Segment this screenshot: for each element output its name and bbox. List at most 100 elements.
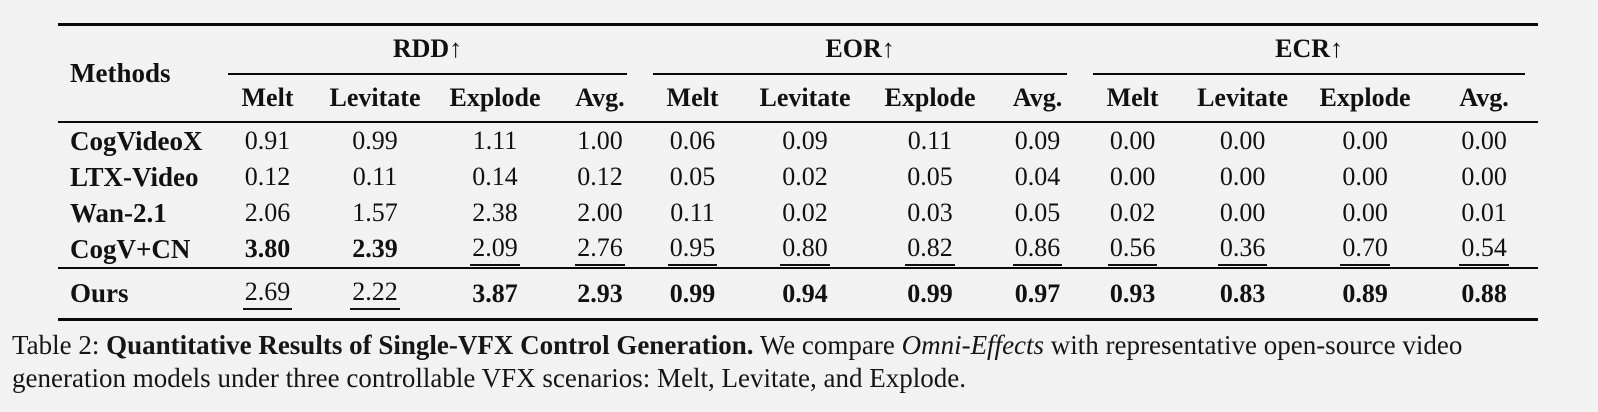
metric-value-text: 0.93 xyxy=(1109,278,1156,308)
metric-value-text: 0.94 xyxy=(782,278,828,308)
column-header-melt: Melt xyxy=(640,75,746,123)
metric-value-text: 1.57 xyxy=(352,198,398,227)
group-header-rdd: RDD↑ xyxy=(215,25,640,75)
metric-value: 0.91 xyxy=(215,122,320,159)
column-header-explode: Explode xyxy=(1300,75,1431,123)
metric-value: 2.76 xyxy=(560,231,640,268)
metric-value: 1.11 xyxy=(430,122,560,159)
metric-value-text: 0.05 xyxy=(1014,198,1061,227)
metric-value: 0.99 xyxy=(320,122,430,159)
caption-method-name: Omni-Effects xyxy=(901,330,1045,360)
method-name: CogV+CN xyxy=(70,233,191,264)
caption-body-before: We compare xyxy=(753,330,902,360)
metric-value-text: 0.06 xyxy=(669,126,716,155)
column-header-levitate: Levitate xyxy=(745,75,866,123)
metric-value-text: 0.02 xyxy=(782,162,828,191)
column-header-explode: Explode xyxy=(430,75,560,123)
metric-value-text: 0.04 xyxy=(1014,162,1061,191)
caption-prefix: Table 2: xyxy=(12,330,107,360)
results-table: Methods RDD↑ EOR↑ ECR↑ Melt Levitate Explo… xyxy=(58,23,1539,321)
metric-value: 0.04 xyxy=(995,159,1080,195)
metric-value: 1.00 xyxy=(560,122,640,159)
column-header-avg: Avg. xyxy=(1430,75,1539,123)
metric-value: 0.03 xyxy=(865,195,995,231)
metric-value: 3.80 xyxy=(215,231,320,268)
metric-value-text: 2.09 xyxy=(470,234,520,266)
metric-value-text: 0.36 xyxy=(1217,234,1268,266)
metric-value: 0.02 xyxy=(745,195,865,231)
table-row: CogV+CN 3.80 2.39 2.09 2.76 0.95 0.80 0.82 0.86 0… xyxy=(58,231,1538,268)
table-header: Methods RDD↑ EOR↑ ECR↑ Melt Levitate Explo… xyxy=(58,24,1539,123)
metric-value: 0.01 xyxy=(1430,195,1538,231)
metric-value-text: 0.89 xyxy=(1342,278,1388,308)
group-header-row: Methods RDD↑ EOR↑ ECR↑ xyxy=(58,24,1538,123)
metric-value-text: 0.00 xyxy=(1109,162,1156,191)
metric-value-text: 0.00 xyxy=(1109,126,1156,155)
results-table-container: Methods RDD↑ EOR↑ ECR↑ Melt Levitate Explo… xyxy=(58,23,1539,321)
column-header-avg: Avg. xyxy=(560,75,641,123)
metric-value-text: 0.05 xyxy=(907,162,953,191)
metric-value: 2.09 xyxy=(430,231,560,268)
table-row: CogVideoX 0.91 0.99 1.11 1.00 0.06 0.09 0.11 0.0… xyxy=(58,122,1538,159)
metric-value: 0.00 xyxy=(1300,122,1430,159)
metric-value: 0.05 xyxy=(865,159,995,195)
metric-value-text: 0.00 xyxy=(1461,162,1507,191)
metric-value-text: 3.87 xyxy=(472,278,518,308)
metric-value-text: 0.86 xyxy=(1012,234,1063,266)
metric-value: 2.39 xyxy=(320,231,430,268)
metric-value: 2.38 xyxy=(430,195,560,231)
metric-value-text: 0.03 xyxy=(907,198,953,227)
metric-value-text: 1.11 xyxy=(472,126,518,155)
metric-value-text: 0.99 xyxy=(669,278,716,308)
table-row: Wan-2.1 2.06 1.57 2.38 2.00 0.11 0.02 0.03 0.05 0… xyxy=(58,195,1538,231)
metric-value: 2.06 xyxy=(215,195,320,231)
metric-value-text: 0.02 xyxy=(782,198,828,227)
metric-value: 0.80 xyxy=(745,231,865,268)
metric-value: 0.94 xyxy=(745,267,866,320)
metric-value-text: 0.83 xyxy=(1219,278,1266,308)
metric-value-text: 2.39 xyxy=(352,234,398,263)
metric-value: 0.83 xyxy=(1185,267,1301,320)
metric-value-text: 0.00 xyxy=(1219,162,1266,191)
method-name: CogVideoX xyxy=(70,125,203,156)
metric-value: 2.69 xyxy=(215,267,320,320)
metric-value: 0.00 xyxy=(1185,159,1300,195)
metric-value: 0.00 xyxy=(1430,159,1538,195)
metric-value: 0.70 xyxy=(1300,231,1430,268)
metric-value: 0.99 xyxy=(640,267,746,320)
metric-value-text: 0.95 xyxy=(667,234,718,266)
column-header-levitate: Levitate xyxy=(320,75,430,123)
metric-value-text: 3.80 xyxy=(244,234,291,263)
metric-value: 2.00 xyxy=(560,195,640,231)
metric-value: 1.57 xyxy=(320,195,430,231)
column-header-melt: Melt xyxy=(215,75,320,123)
table-row: Ours 2.69 2.22 3.87 2.93 0.99 0.94 0.99 0.97 0.93… xyxy=(58,267,1539,320)
method-name: Wan-2.1 xyxy=(70,197,167,228)
column-header-avg: Avg. xyxy=(995,75,1081,123)
metric-value-text: 2.00 xyxy=(577,198,623,227)
metric-value: 0.00 xyxy=(1080,122,1185,159)
metric-value-text: 0.56 xyxy=(1107,234,1158,266)
group-label-ecr: ECR↑ xyxy=(1093,27,1526,75)
method-name: Ours xyxy=(58,267,215,320)
metric-value-text: 0.97 xyxy=(1014,278,1061,308)
metric-value-text: 0.00 xyxy=(1461,126,1507,155)
metric-value-text: 0.00 xyxy=(1342,198,1388,227)
metric-value-text: 0.12 xyxy=(577,162,623,191)
metric-value-text: 0.02 xyxy=(1109,198,1156,227)
metric-value: 0.00 xyxy=(1185,195,1300,231)
subheader-row: Melt Levitate Explode Avg. Melt Levitate Explo… xyxy=(58,75,1539,123)
table-body: CogVideoX 0.91 0.99 1.11 1.00 0.06 0.09 0.11 0.0… xyxy=(58,122,1539,320)
metric-value-text: 0.80 xyxy=(780,234,830,266)
metric-value-text: 2.22 xyxy=(350,279,400,310)
metric-value-text: 0.11 xyxy=(352,162,398,191)
metric-value: 0.00 xyxy=(1080,159,1185,195)
metric-value-text: 0.00 xyxy=(1342,162,1388,191)
column-header-levitate: Levitate xyxy=(1185,75,1301,123)
metric-value: 0.09 xyxy=(745,122,865,159)
metric-value-text: 0.00 xyxy=(1219,126,1266,155)
group-header-eor: EOR↑ xyxy=(640,25,1080,75)
metric-value: 0.95 xyxy=(640,231,745,268)
metric-value: 0.88 xyxy=(1430,267,1539,320)
metric-value-text: 0.05 xyxy=(669,162,716,191)
